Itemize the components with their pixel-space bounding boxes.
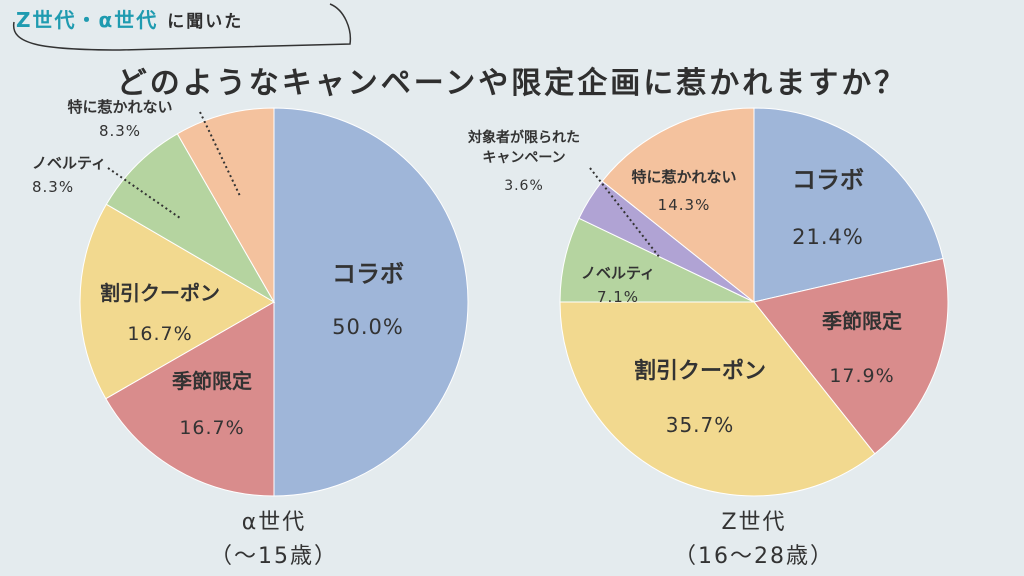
tag-swoosh xyxy=(12,3,352,51)
pie-slice xyxy=(273,107,469,497)
pie-slice xyxy=(601,107,755,304)
slice-value: 14.3% xyxy=(658,196,711,214)
slice-value: 3.6% xyxy=(504,178,544,194)
slice-value: 7.1% xyxy=(597,288,639,306)
pie-slice xyxy=(753,107,944,303)
slice-value: 8.3% xyxy=(32,178,74,196)
slice-value: 50.0% xyxy=(332,315,404,339)
chart-alpha-subtitle: （〜15歳） xyxy=(210,544,338,569)
pie-chart-z: コラボ 21.4% 季節限定 17.9% 割引クーポン 35.7% ノベルティ 7.1% 対象者… xyxy=(467,107,949,497)
slice-label: ノベルティ xyxy=(32,154,106,172)
pie-slice xyxy=(105,301,275,497)
slice-label: 季節限定 xyxy=(171,369,252,393)
pie-chart-alpha: コラボ 50.0% 季節限定 16.7% 割引クーポン 16.7% ノベルティ 8.3% 特に惹… xyxy=(32,98,469,497)
slice-label: 対象者が限られた xyxy=(467,129,580,146)
slice-label: 季節限定 xyxy=(821,309,902,333)
tag-plain-text: に聞いた xyxy=(167,12,244,32)
chart-alpha-title: α世代 xyxy=(241,510,307,535)
page-title: どのようなキャンペーンや限定企画に惹かれますか？ xyxy=(116,66,908,101)
slice-label: 特に惹かれない xyxy=(631,168,736,186)
chart-z-subtitle: （16〜28歳） xyxy=(674,544,834,569)
slice-value: 35.7% xyxy=(666,413,735,437)
slice-label: 割引クーポン xyxy=(100,281,220,305)
slice-value: 16.7% xyxy=(127,323,192,345)
slice-value: 17.9% xyxy=(829,365,894,387)
pie-slice xyxy=(79,203,275,400)
slice-value: 16.7% xyxy=(179,417,244,439)
chart-z-title: Z世代 xyxy=(721,510,787,535)
pie-slice xyxy=(105,133,276,304)
survey-tag: Z世代・α世代 に聞いた xyxy=(16,4,243,33)
slice-label: ノベルティ xyxy=(581,264,655,282)
slice-label: コラボ xyxy=(792,166,864,194)
slice-label: 特に惹かれない xyxy=(67,98,172,116)
pie-slice xyxy=(559,301,876,497)
slice-value: 8.3% xyxy=(99,122,141,140)
slice-label: 割引クーポン xyxy=(634,358,766,384)
pie-slice xyxy=(176,107,275,304)
slice-value: 21.4% xyxy=(792,225,864,249)
leader-line xyxy=(589,167,661,259)
slice-label-line2: キャンペーン xyxy=(482,150,565,166)
leader-line xyxy=(199,111,241,197)
tag-accent-text: Z世代・α世代 xyxy=(16,8,159,32)
slice-label: コラボ xyxy=(332,260,404,288)
pie-slice xyxy=(753,257,949,455)
